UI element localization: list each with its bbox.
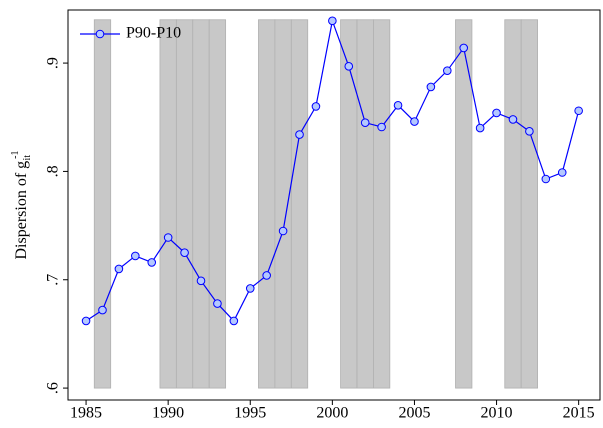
shaded-period (208, 19, 227, 389)
data-point (459, 43, 469, 53)
x-tick-label: 1995 (234, 405, 266, 422)
data-point (196, 276, 206, 286)
y-axis-label: Dispersion of g -1it (10, 151, 33, 260)
legend-label: P90-P10 (126, 25, 181, 42)
shaded-period (258, 19, 276, 389)
data-point (541, 174, 551, 184)
data-point (377, 122, 386, 132)
data-point (311, 102, 321, 111)
shaded-period (159, 19, 177, 389)
shaded-period (340, 19, 358, 389)
shaded-period (274, 19, 292, 389)
data-point (574, 106, 583, 116)
y-tick-label: .6 (45, 382, 62, 394)
data-point (475, 123, 485, 133)
y-axis-label-sup: -1 (10, 151, 21, 159)
data-point (114, 264, 124, 274)
y-axis-label-sub: it (22, 155, 33, 161)
x-tick-label: 2015 (563, 405, 595, 422)
data-point (245, 284, 255, 293)
data-point (426, 82, 436, 92)
y-tick-label: .8 (45, 165, 62, 177)
data-point (229, 316, 239, 326)
legend-marker (95, 29, 105, 39)
x-tick-label: 1990 (152, 405, 184, 422)
data-point (295, 130, 304, 139)
data-point (360, 118, 370, 127)
data-point (393, 101, 403, 110)
data-point (557, 168, 567, 177)
shaded-period (175, 19, 194, 389)
data-point (525, 127, 534, 136)
x-tick-label: 2000 (316, 405, 348, 422)
data-point (344, 62, 354, 71)
data-point (278, 226, 288, 236)
shaded-period (373, 19, 391, 389)
data-point (98, 305, 107, 315)
shaded-period (192, 19, 210, 389)
x-tick-label: 2010 (481, 405, 513, 422)
data-point (81, 316, 91, 326)
shaded-period (93, 19, 112, 389)
x-tick-label: 2005 (398, 405, 430, 422)
y-tick-label: .9 (45, 57, 62, 69)
x-tick-label: 1985 (70, 405, 102, 422)
y-tick-label: .7 (45, 274, 62, 286)
y-axis-label-text: Dispersion of g (13, 161, 30, 260)
data-point (508, 115, 518, 124)
plot-frame (67, 9, 601, 401)
data-point (442, 66, 452, 75)
data-point (180, 248, 189, 257)
data-point (131, 251, 140, 261)
shaded-period (356, 19, 374, 389)
shaded-period (504, 19, 522, 389)
data-point (410, 117, 419, 126)
shaded-period (455, 19, 473, 389)
data-point (262, 271, 271, 280)
data-point (213, 299, 222, 308)
data-point (163, 233, 173, 242)
data-point (492, 108, 501, 118)
data-point (328, 16, 337, 26)
data-point (147, 258, 157, 267)
shaded-period (290, 19, 309, 389)
shaded-period (520, 19, 539, 389)
